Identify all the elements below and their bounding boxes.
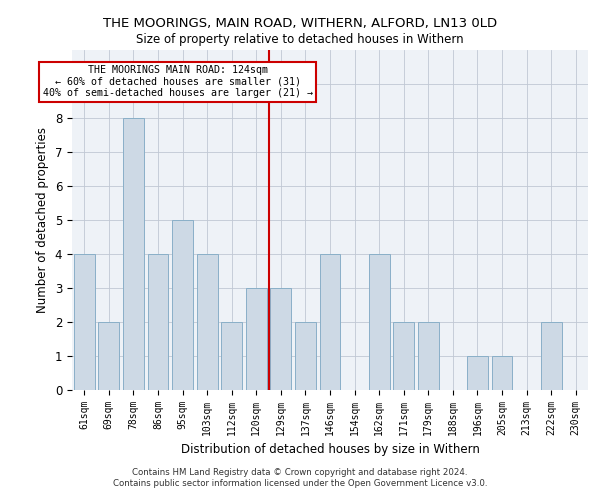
Y-axis label: Number of detached properties: Number of detached properties <box>36 127 49 313</box>
Bar <box>148 254 169 390</box>
Bar <box>467 356 488 390</box>
Bar <box>418 322 439 390</box>
Bar <box>197 254 218 390</box>
Bar <box>246 288 267 390</box>
Bar <box>271 288 292 390</box>
Text: Contains HM Land Registry data © Crown copyright and database right 2024.
Contai: Contains HM Land Registry data © Crown c… <box>113 468 487 487</box>
Bar <box>123 118 144 390</box>
Bar <box>98 322 119 390</box>
Bar <box>74 254 95 390</box>
Bar <box>172 220 193 390</box>
Bar <box>368 254 389 390</box>
X-axis label: Distribution of detached houses by size in Withern: Distribution of detached houses by size … <box>181 444 479 456</box>
Bar <box>491 356 512 390</box>
Bar <box>295 322 316 390</box>
Bar <box>541 322 562 390</box>
Bar <box>221 322 242 390</box>
Text: THE MOORINGS, MAIN ROAD, WITHERN, ALFORD, LN13 0LD: THE MOORINGS, MAIN ROAD, WITHERN, ALFORD… <box>103 18 497 30</box>
Text: Size of property relative to detached houses in Withern: Size of property relative to detached ho… <box>136 32 464 46</box>
Bar <box>320 254 340 390</box>
Text: THE MOORINGS MAIN ROAD: 124sqm
← 60% of detached houses are smaller (31)
40% of : THE MOORINGS MAIN ROAD: 124sqm ← 60% of … <box>43 66 313 98</box>
Bar <box>393 322 414 390</box>
